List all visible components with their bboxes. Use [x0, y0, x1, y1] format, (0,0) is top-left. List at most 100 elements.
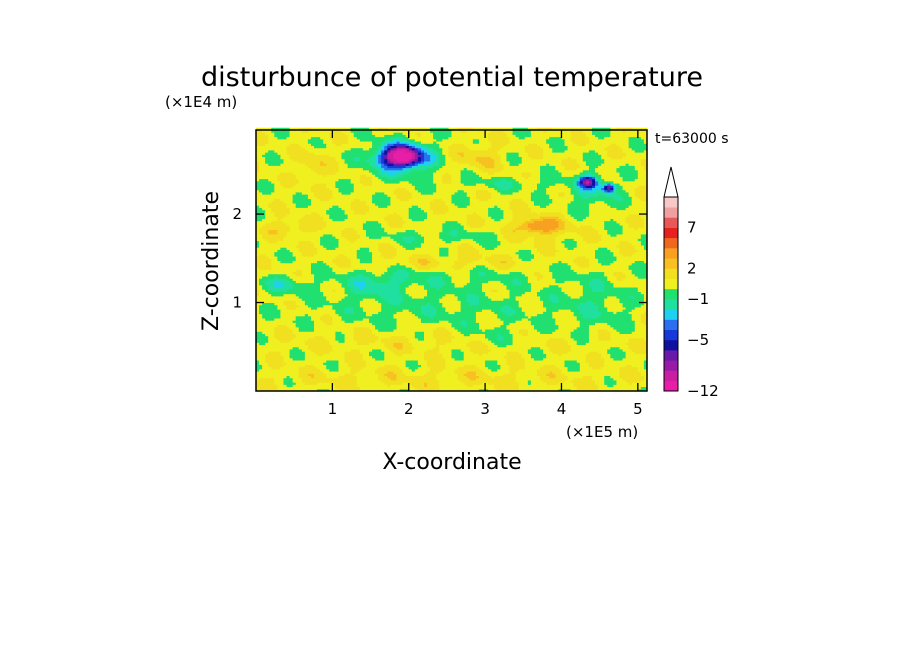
contour-cell	[295, 207, 300, 211]
contour-cell	[268, 373, 272, 377]
contour-cell	[375, 366, 379, 370]
contour-cell	[356, 240, 361, 244]
contour-cell	[274, 351, 278, 354]
contour-cell	[335, 262, 339, 266]
contour-cell	[262, 309, 266, 312]
contour-cell	[381, 333, 385, 337]
contour-cell	[341, 242, 346, 246]
contour-cell	[271, 275, 275, 279]
contour-cell	[338, 165, 343, 169]
contour-cell	[310, 227, 315, 231]
contour-cell	[350, 298, 355, 301]
contour-cell	[341, 256, 346, 259]
contour-cell	[335, 280, 339, 284]
contour-cell	[329, 313, 333, 317]
contour-cell	[332, 251, 336, 255]
contour-cell	[277, 172, 281, 175]
contour-cell	[353, 388, 358, 392]
contour-cell	[341, 280, 346, 284]
contour-cell	[369, 362, 373, 365]
contour-cell	[317, 295, 321, 299]
contour-cell	[304, 298, 309, 301]
contour-cell	[347, 169, 352, 173]
contour-cell	[310, 262, 315, 266]
contour-cell	[289, 185, 294, 189]
contour-cell	[362, 342, 367, 346]
contour-cell	[301, 167, 306, 171]
contour-cell	[289, 165, 294, 169]
contour-cell	[292, 220, 297, 224]
contour-cell	[292, 240, 297, 244]
contour-cell	[332, 300, 336, 304]
contour-cell	[268, 318, 272, 321]
contour-cell	[310, 309, 315, 312]
contour-cell	[280, 240, 284, 244]
contour-cell	[280, 247, 284, 250]
contour-cell	[277, 377, 281, 381]
contour-cell	[329, 225, 333, 228]
contour-cell	[295, 384, 300, 388]
contour-cell	[283, 127, 288, 131]
contour-cell	[304, 335, 309, 339]
contour-cell	[265, 189, 269, 193]
contour-cell	[335, 320, 339, 323]
contour-cell	[338, 174, 343, 177]
contour-cell	[259, 152, 263, 155]
contour-cell	[369, 360, 373, 363]
contour-cell	[369, 231, 373, 235]
contour-cell	[369, 227, 373, 231]
contour-cell	[344, 267, 349, 270]
contour-cell	[304, 167, 309, 171]
contour-cell	[277, 233, 281, 237]
contour-cell	[323, 134, 327, 138]
contour-cell	[259, 218, 263, 222]
contour-cell	[286, 364, 291, 368]
contour-cell	[289, 287, 294, 290]
contour-cell	[262, 141, 266, 144]
contour-cell	[271, 260, 275, 264]
contour-cell	[289, 216, 294, 219]
contour-cell	[323, 205, 327, 208]
contour-cell	[362, 388, 367, 392]
contour-cell	[262, 324, 266, 328]
contour-cell	[326, 271, 330, 275]
contour-cell	[341, 269, 346, 273]
contour-cell	[329, 291, 333, 295]
contour-cell	[329, 231, 333, 235]
contour-cell	[274, 156, 278, 160]
contour-cell	[301, 258, 306, 261]
contour-cell	[304, 384, 309, 388]
contour-cell	[329, 233, 333, 237]
contour-cell	[362, 315, 367, 319]
contour-cell	[274, 143, 278, 146]
contour-cell	[283, 304, 288, 308]
contour-cell	[350, 342, 355, 346]
contour-cell	[259, 344, 263, 348]
contour-cell	[256, 134, 260, 138]
contour-cell	[350, 211, 355, 215]
contour-cell	[344, 245, 349, 248]
contour-cell	[256, 229, 260, 233]
contour-cell	[341, 275, 346, 279]
contour-cell	[256, 300, 260, 304]
contour-cell	[362, 149, 367, 153]
contour-cell	[314, 242, 318, 246]
contour-cell	[338, 306, 343, 310]
contour-cell	[362, 163, 367, 166]
contour-cell	[381, 315, 385, 319]
contour-cell	[280, 377, 284, 381]
contour-cell	[256, 340, 260, 343]
contour-cell	[304, 313, 309, 317]
contour-cell	[350, 260, 355, 264]
contour-cell	[359, 315, 364, 319]
contour-cell	[332, 167, 336, 171]
contour-cell	[298, 183, 303, 186]
contour-cell	[274, 172, 278, 175]
contour-cell	[298, 145, 303, 149]
contour-cell	[274, 160, 278, 164]
contour-cell	[356, 174, 361, 177]
contour-cell	[326, 258, 330, 261]
contour-cell	[378, 238, 382, 242]
contour-cell	[329, 262, 333, 266]
contour-cell	[347, 202, 352, 206]
